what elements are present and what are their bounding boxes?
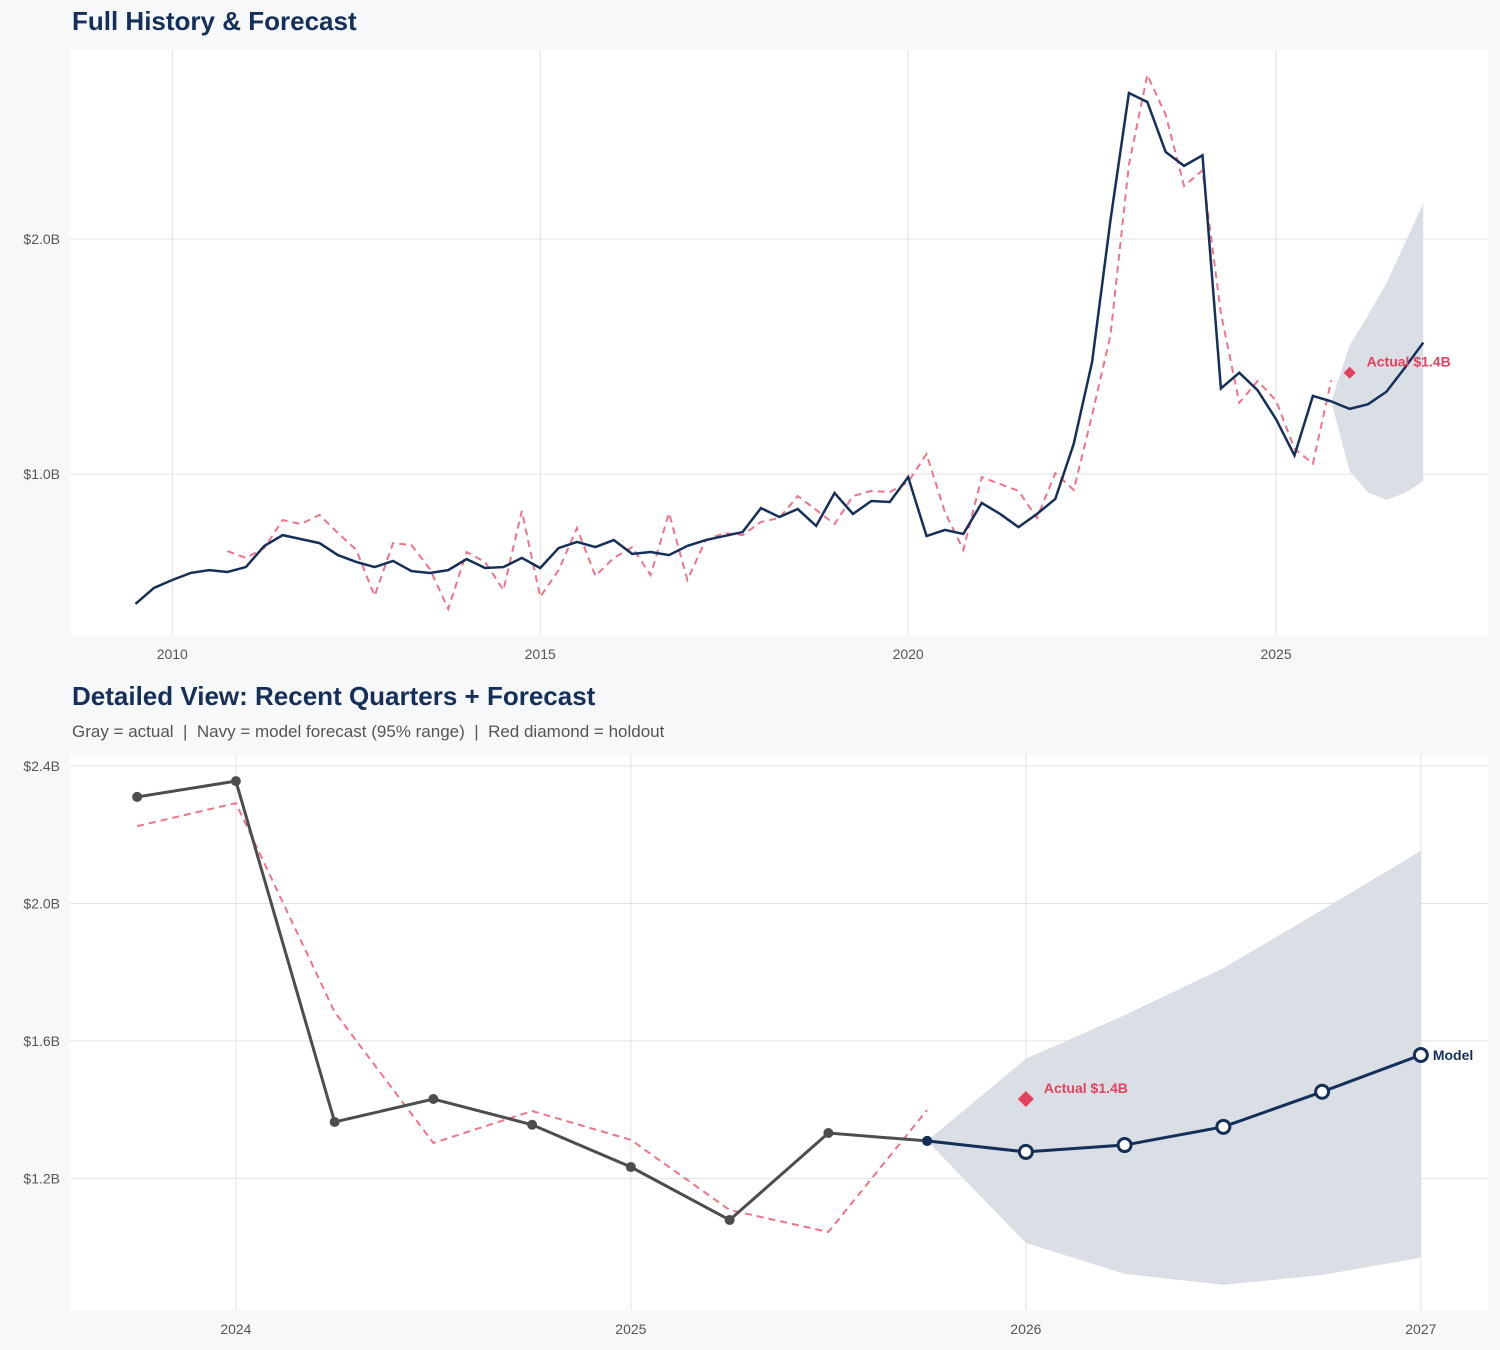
actual-point [724, 1214, 735, 1225]
actual-point [230, 776, 241, 787]
holdout-diamond-marker [1343, 366, 1356, 379]
actual-line [134, 91, 1332, 605]
holdout-label: Actual $1.4B [1044, 1080, 1128, 1096]
y-tick-label: $1.0B [23, 466, 60, 482]
actual-point [329, 1117, 340, 1128]
actual-point [625, 1162, 636, 1173]
x-tick-label: 2020 [893, 646, 924, 662]
actual-point [823, 1128, 834, 1139]
full-history-chart: 2010 2015 2020 2025 $1.0B $2.0B Actual $1.4B [23, 50, 1488, 662]
x-tick-label: 2010 [157, 646, 188, 662]
detailed-view-chart: 2024 2025 2026 2027 $1.2B $1.6B $2.0B $2.4B Mode… [23, 755, 1488, 1337]
fitted-dashed-line [136, 801, 928, 1234]
forecast-line [1330, 341, 1425, 411]
forecast-start-point [922, 1135, 933, 1146]
x-tick-label: 2015 [525, 646, 556, 662]
holdout-diamond-marker [1017, 1090, 1034, 1107]
model-end-label: Model [1433, 1047, 1473, 1063]
actual-point [132, 791, 143, 802]
y-tick-label: $2.4B [23, 758, 60, 774]
x-tick-label: 2026 [1010, 1321, 1041, 1337]
top-chart-title: Full History & Forecast [72, 6, 357, 36]
x-tick-label: 2025 [1260, 646, 1291, 662]
holdout-label: Actual $1.4B [1367, 354, 1451, 370]
forecast-line [926, 1053, 1422, 1154]
forecast-point [1314, 1083, 1331, 1100]
plot-area [70, 50, 1488, 635]
y-tick-label: $2.0B [23, 231, 60, 247]
forecast-95-range-band [927, 850, 1421, 1285]
forecast-point [1215, 1118, 1232, 1135]
actual-point [428, 1093, 439, 1104]
x-tick-label: 2025 [615, 1321, 646, 1337]
y-tick-label: $1.6B [23, 1033, 60, 1049]
forecast-point [1017, 1143, 1034, 1160]
forecast-point [1412, 1047, 1429, 1064]
fitted-dashed-line [227, 71, 1333, 612]
x-tick-label: 2027 [1405, 1321, 1436, 1337]
forecast-95-range-band [1331, 203, 1424, 500]
forecast-point [1116, 1137, 1133, 1154]
bottom-chart-subtitle: Gray = actual | Navy = model forecast (9… [72, 722, 665, 741]
bottom-chart-title: Detailed View: Recent Quarters + Forecas… [72, 681, 596, 711]
actual-point [527, 1119, 538, 1130]
y-tick-label: $2.0B [23, 895, 60, 911]
y-tick-label: $1.2B [23, 1170, 60, 1186]
x-tick-label: 2024 [220, 1321, 251, 1337]
